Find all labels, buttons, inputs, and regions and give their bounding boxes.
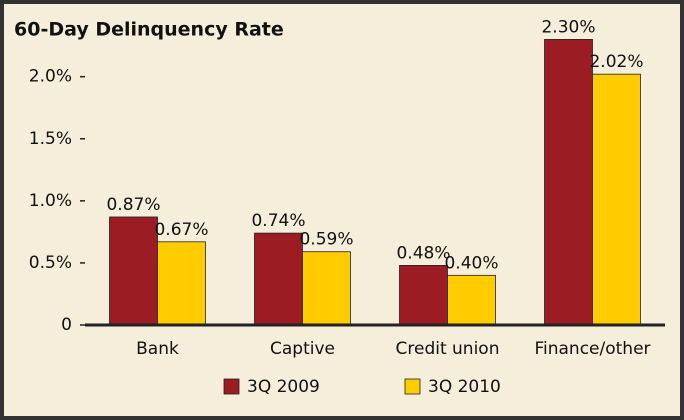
value-label: 0.87% <box>106 195 160 215</box>
x-tick-label: Credit union <box>396 339 500 359</box>
bar <box>109 216 158 326</box>
value-label: 0.59% <box>299 230 353 250</box>
value-label: 0.40% <box>444 253 498 273</box>
x-tick-label: Captive <box>270 339 335 359</box>
x-tick-label: Finance/other <box>534 339 650 359</box>
value-label: 0.67% <box>154 220 208 240</box>
bar <box>447 274 496 326</box>
y-tick-label: 1.0% <box>29 191 72 211</box>
y-tick-label: 0.5% <box>29 253 72 273</box>
bar <box>592 73 641 326</box>
y-tick-label: 0 <box>61 315 72 335</box>
chart-title: 60-Day Delinquency Rate <box>14 19 284 41</box>
bar <box>157 241 206 326</box>
legend-label: 3Q 2009 <box>247 377 320 397</box>
legend-label: 3Q 2010 <box>428 377 501 397</box>
legend-swatch <box>223 378 240 395</box>
legend-swatch <box>404 378 421 395</box>
y-tick-label: 2.0% <box>29 67 72 87</box>
value-label: 2.30% <box>541 17 595 37</box>
bar <box>399 264 448 326</box>
value-label: 0.48% <box>396 243 450 263</box>
x-tick-label: Bank <box>136 339 179 359</box>
bar <box>302 251 351 326</box>
value-label: 2.02% <box>589 52 643 72</box>
y-tick-label: 1.5% <box>29 129 72 149</box>
bar <box>254 232 303 326</box>
value-label: 0.74% <box>251 211 305 231</box>
bar <box>544 39 593 326</box>
